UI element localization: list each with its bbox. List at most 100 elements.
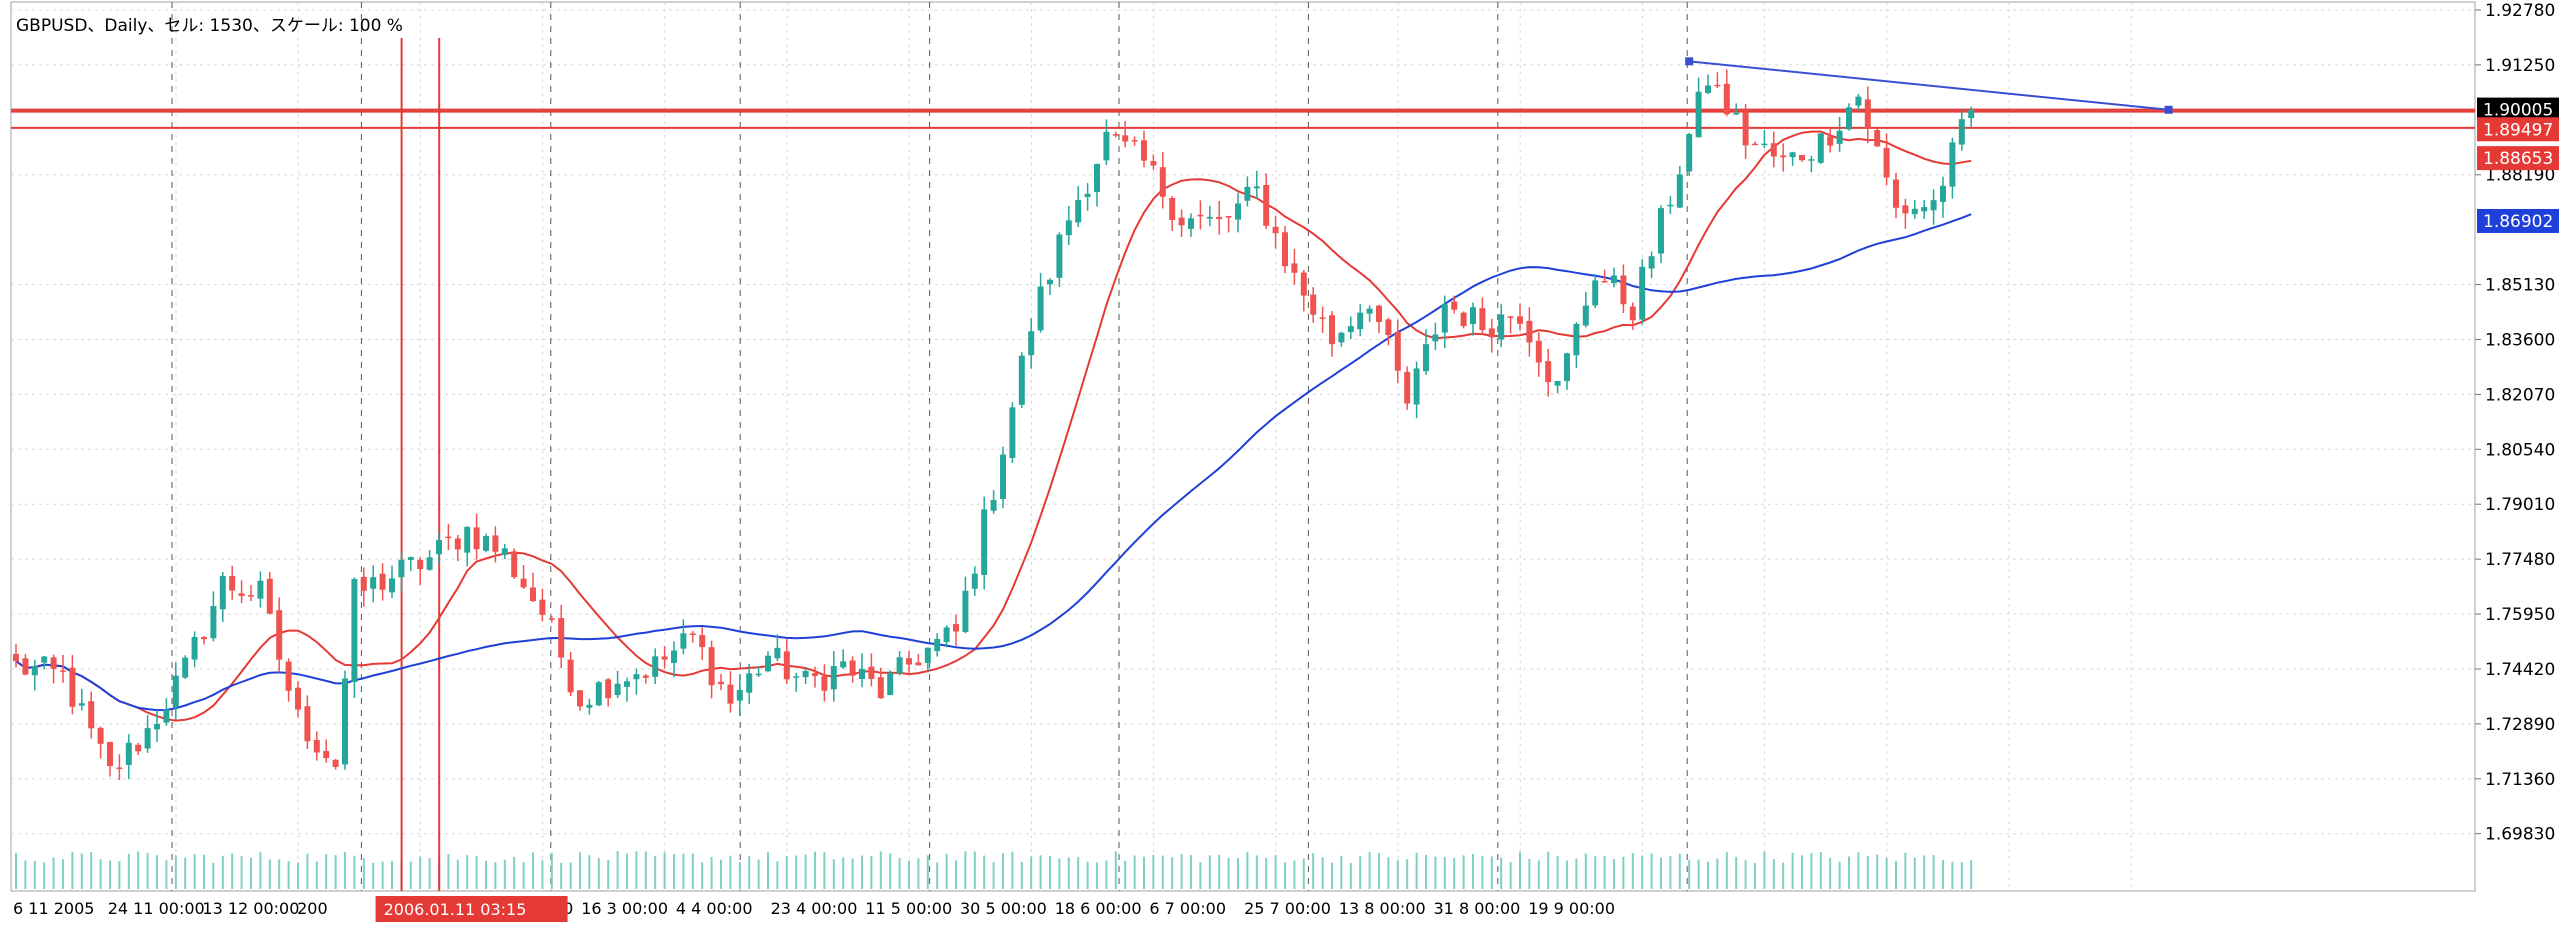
candle-160 (1517, 303, 1523, 331)
candle-28 (276, 597, 283, 673)
candle-39 (379, 563, 386, 601)
price-tag-ma-fast-bg (2477, 146, 2559, 171)
y-tick-label-7: 1.79010 (2485, 495, 2555, 515)
candle-62 (595, 680, 602, 707)
candle-123 (1169, 196, 1176, 231)
y-tick-label-1: 1.91250 (2485, 56, 2555, 76)
candle-193 (1827, 127, 1834, 153)
candle-49 (473, 513, 480, 560)
candle-89 (849, 656, 856, 683)
y-tick-label-6: 1.80540 (2485, 440, 2555, 460)
candle-166 (1573, 322, 1580, 369)
candle-53 (511, 548, 518, 579)
candle-102 (971, 566, 978, 596)
candle-142 (1347, 316, 1354, 339)
candle-35 (342, 670, 348, 770)
candle-148 (1404, 366, 1411, 410)
candle-168 (1592, 274, 1599, 309)
candle-59 (567, 651, 574, 696)
candle-66 (633, 668, 640, 695)
candle-198 (1874, 128, 1881, 147)
candle-24 (238, 580, 245, 604)
candle-78 (746, 663, 753, 705)
candle-104 (990, 490, 997, 514)
candle-196 (1855, 93, 1862, 111)
candle-133 (1263, 173, 1270, 230)
candle-117 (1112, 131, 1119, 138)
candle-22 (219, 571, 226, 622)
candle-50 (483, 533, 489, 553)
candle-15 (154, 710, 160, 742)
candle-43 (417, 557, 424, 586)
candle-16 (163, 698, 170, 726)
candle-27 (266, 571, 273, 615)
candle-17 (172, 662, 179, 720)
price-tag-ma-fast: 1.88653 (2483, 149, 2553, 169)
candle-130 (1235, 192, 1241, 233)
x-tick-label-6: 16 3 00:00 (581, 899, 668, 918)
candle-186 (1761, 130, 1768, 149)
candle-163 (1545, 348, 1552, 397)
x-tick-label-13: 25 7 00:00 (1244, 899, 1331, 918)
candle-57 (548, 616, 555, 623)
candle-147 (1394, 319, 1401, 384)
candle-189 (1789, 151, 1796, 166)
candle-14 (144, 715, 151, 753)
candle-34 (332, 759, 339, 770)
candle-124 (1178, 209, 1185, 237)
candle-158 (1498, 304, 1505, 348)
candle-105 (1000, 446, 1006, 508)
candle-54 (520, 565, 527, 590)
candle-154 (1460, 311, 1467, 329)
y-tick-label-5: 1.82070 (2485, 385, 2555, 405)
candle-36 (351, 577, 358, 698)
crosshair-time-label-bg (375, 896, 568, 922)
plot-frame (10, 1, 2476, 892)
candle-185 (1752, 141, 1758, 146)
candle-72 (689, 631, 696, 643)
candle-118 (1122, 120, 1129, 148)
candle-11 (116, 754, 123, 781)
y-axis: 1.92780 1.91250 1.88190 1.85130 1.83600 1.820… (2475, 1, 2555, 845)
ma-fast-line (15, 130, 1972, 722)
candle-46 (445, 523, 452, 551)
candle-91 (868, 653, 875, 687)
candle-3 (41, 656, 48, 670)
candle-174 (1648, 251, 1655, 279)
candle-84 (802, 667, 809, 685)
x-tick-label-3: 200 (297, 899, 328, 918)
x-tick-label-2: 13 12 00:00 (202, 899, 299, 918)
candle-37 (360, 567, 367, 607)
candle-0 (13, 643, 19, 668)
candle-114 (1084, 183, 1091, 211)
candle-188 (1780, 143, 1787, 172)
crosshair-time-label: 2006.01.11 03:15 (384, 900, 527, 919)
candle-172 (1629, 302, 1636, 330)
y-tick-label-8: 1.77480 (2485, 550, 2555, 570)
candle-83 (793, 672, 800, 692)
candle-70 (671, 641, 677, 678)
x-tick-label-9: 11 5 00:00 (865, 899, 952, 918)
candle-191 (1808, 155, 1815, 173)
trendline-handle-end[interactable] (2164, 105, 2173, 114)
candle-122 (1159, 152, 1166, 209)
trendline-handle-start[interactable] (1685, 57, 1694, 66)
candle-20 (201, 636, 207, 645)
x-tick-label-1: 24 11 00:00 (108, 899, 205, 918)
candle-94 (896, 651, 903, 676)
candle-201 (1902, 198, 1909, 229)
candle-171 (1620, 264, 1627, 314)
candle-67 (642, 674, 649, 684)
candle-87 (830, 651, 837, 702)
candle-19 (191, 631, 198, 668)
candle-26 (257, 571, 264, 608)
candle-10 (107, 741, 113, 777)
candle-40 (389, 565, 395, 599)
candle-138 (1310, 287, 1317, 323)
vertical-lines (400, 38, 441, 891)
candle-55 (530, 572, 536, 602)
candle-110 (1047, 278, 1053, 296)
candle-202 (1911, 199, 1918, 219)
